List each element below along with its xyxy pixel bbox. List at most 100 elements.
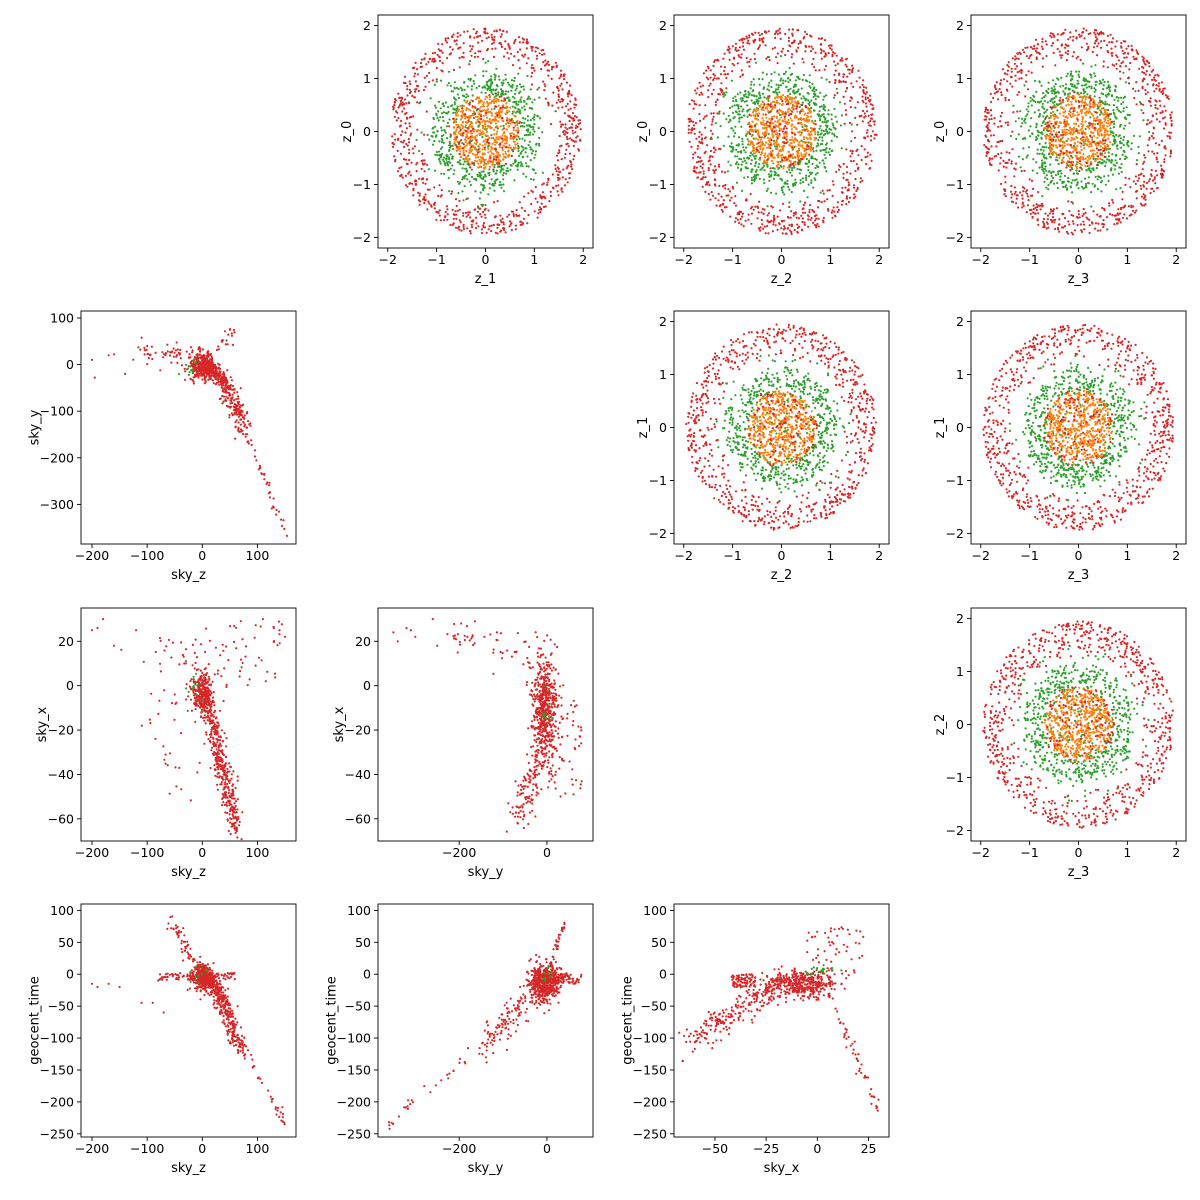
scatter-point	[496, 93, 499, 96]
scatter-point	[473, 146, 476, 149]
scatter-point	[1145, 181, 1148, 185]
scatter-point	[512, 140, 515, 143]
scatter-point	[773, 71, 776, 74]
scatter-point	[444, 210, 447, 214]
scatter-point	[485, 37, 488, 40]
scatter-point	[433, 186, 436, 189]
scatter-point	[464, 140, 467, 144]
scatter-point	[1103, 175, 1106, 178]
scatter-point	[718, 205, 721, 208]
scatter-point	[722, 112, 725, 115]
scatter-point	[823, 109, 827, 112]
scatter-point	[452, 33, 455, 36]
scatter-point	[493, 78, 497, 81]
scatter-point	[461, 114, 464, 117]
scatter-point	[568, 92, 571, 95]
scatter-point	[467, 117, 470, 120]
scatter-point	[1079, 223, 1082, 226]
scatter-point	[393, 100, 396, 103]
scatter-point	[800, 87, 803, 90]
scatter-point	[418, 194, 421, 197]
scatter-point	[1167, 97, 1170, 100]
scatter-point	[741, 160, 744, 163]
scatter-point	[703, 115, 706, 118]
scatter-point	[500, 45, 503, 49]
scatter-point	[870, 134, 873, 138]
scatter-point	[701, 137, 704, 140]
scatter-point	[1096, 187, 1099, 191]
scatter-point	[741, 140, 744, 143]
scatter-point	[410, 161, 413, 164]
y-axis-label: z_0	[636, 121, 651, 143]
scatter-point	[476, 160, 479, 163]
scatter-point	[827, 151, 830, 154]
scatter-point	[492, 168, 495, 171]
scatter-point	[871, 107, 875, 110]
scatter-point	[693, 100, 696, 103]
scatter-point	[778, 223, 781, 226]
scatter-point	[984, 110, 987, 113]
scatter-point	[1124, 183, 1127, 186]
scatter-point	[1051, 176, 1055, 180]
scatter-point	[514, 160, 518, 163]
scatter-point	[1075, 169, 1078, 172]
scatter-point	[769, 147, 772, 150]
scatter-point	[1146, 119, 1149, 122]
scatter-point	[527, 165, 530, 168]
scatter-point	[462, 132, 465, 135]
scatter-point	[1146, 83, 1149, 86]
scatter-point	[490, 137, 493, 140]
scatter-point	[429, 57, 432, 61]
scatter-point	[502, 127, 506, 130]
scatter-point	[1113, 64, 1116, 67]
scatter-point	[783, 144, 786, 147]
scatter-point	[461, 167, 464, 170]
scatter-point	[453, 119, 456, 122]
scatter-point	[515, 209, 518, 212]
scatter-point	[784, 79, 787, 83]
scatter-point	[1015, 65, 1019, 68]
scatter-point	[738, 221, 741, 225]
scatter-point	[455, 86, 458, 89]
scatter-point	[568, 119, 571, 123]
scatter-point	[724, 93, 727, 97]
scatter-point	[447, 168, 450, 172]
scatter-point	[768, 125, 771, 128]
scatter-point	[799, 110, 802, 113]
scatter-point	[441, 115, 444, 119]
scatter-point	[1029, 135, 1032, 138]
scatter-point	[825, 94, 828, 97]
scatter-point	[1150, 187, 1153, 190]
scatter-point	[541, 183, 544, 186]
scatter-point	[465, 96, 468, 99]
scatter-point	[1075, 37, 1078, 40]
scatter-point	[518, 111, 521, 114]
scatter-point	[1036, 218, 1039, 221]
scatter-point	[693, 132, 696, 135]
scatter-point	[1011, 57, 1014, 60]
scatter-point	[785, 156, 789, 160]
scatter-point	[1125, 56, 1128, 59]
scatter-point	[506, 167, 509, 170]
scatter-point	[783, 227, 786, 230]
scatter-point	[431, 135, 434, 138]
scatter-point	[794, 183, 797, 186]
scatter-point	[1120, 163, 1123, 166]
scatter-point	[732, 100, 735, 103]
scatter-point	[483, 226, 487, 229]
scatter-point	[789, 164, 792, 167]
scatter-point	[493, 119, 496, 122]
scatter-point	[806, 91, 809, 95]
scatter-point	[791, 169, 794, 172]
scatter-point	[988, 162, 992, 165]
scatter-point	[848, 68, 851, 71]
scatter-point	[443, 160, 446, 163]
scatter-point	[495, 105, 498, 108]
scatter-point	[456, 141, 459, 144]
scatter-point	[475, 139, 478, 142]
scatter-point	[425, 63, 428, 66]
scatter-point	[554, 61, 557, 64]
scatter-point	[791, 34, 794, 37]
scatter-point	[1169, 137, 1172, 140]
scatter-point	[759, 141, 762, 144]
